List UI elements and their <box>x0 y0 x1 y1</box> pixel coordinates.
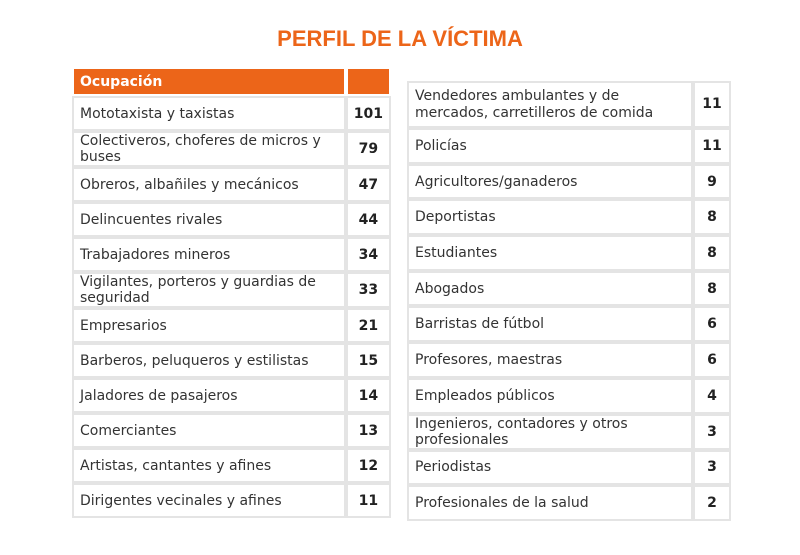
occupation-label: Abogados <box>407 270 693 307</box>
occupation-label: Ingenieros, contadores y otros profesion… <box>407 413 693 450</box>
occupation-label: Agricultores/ganaderos <box>407 163 693 200</box>
table-row: Profesores, maestras 6 <box>407 342 731 378</box>
occupation-label: Trabajadores mineros <box>72 237 346 272</box>
victim-count: 12 <box>345 448 391 483</box>
victim-count: 47 <box>345 167 391 202</box>
table-row: Empresarios 21 <box>72 308 391 343</box>
table-row: Vendedores ambulantes y de mercados, car… <box>407 81 731 128</box>
header-occupation: Ocupación <box>72 67 346 96</box>
page-title: PERFIL DE LA VÍCTIMA <box>277 26 523 51</box>
victim-count: 21 <box>345 308 391 343</box>
occupation-label: Periodistas <box>407 449 693 486</box>
table-row: Barristas de fútbol 6 <box>407 306 731 343</box>
table-row: Comerciantes 13 <box>72 413 391 448</box>
occupation-table-left: Ocupación Mototaxista y taxistas 101 Colec… <box>72 67 391 518</box>
table-row: Dirigentes vecinales y afines 11 <box>72 483 391 518</box>
occupation-label: Deportistas <box>407 199 693 236</box>
victim-count: 2 <box>693 485 731 521</box>
table-row: Delincuentes rivales 44 <box>72 202 391 237</box>
table-row: Trabajadores mineros 34 <box>72 237 391 272</box>
table-row: Periodistas 3 <box>407 449 731 486</box>
victim-count: 6 <box>693 342 731 378</box>
table-row: Colectiveros, choferes de micros y buses… <box>72 131 391 167</box>
occupation-label: Dirigentes vecinales y afines <box>72 483 346 518</box>
victim-count: 3 <box>693 413 731 450</box>
occupation-label: Vigilantes, porteros y guardias de segur… <box>72 272 346 308</box>
victim-count: 33 <box>345 272 391 308</box>
victim-count: 14 <box>345 378 391 413</box>
occupation-label: Artistas, cantantes y afines <box>72 448 346 483</box>
victim-count: 8 <box>693 199 731 236</box>
occupation-label: Policías <box>407 128 693 164</box>
occupation-label: Jaladores de pasajeros <box>72 378 346 413</box>
table-row: Empleados públicos 4 <box>407 377 731 414</box>
table-row: Obreros, albañiles y mecánicos 47 <box>72 167 391 202</box>
table-row: Ingenieros, contadores y otros profesion… <box>407 413 731 450</box>
table-row: Jaladores de pasajeros 14 <box>72 378 391 413</box>
victim-count: 13 <box>345 413 391 448</box>
table-row: Vigilantes, porteros y guardias de segur… <box>72 272 391 308</box>
victim-count: 6 <box>693 306 731 343</box>
table-header: Ocupación <box>72 67 391 96</box>
occupation-label: Mototaxista y taxistas <box>72 96 346 131</box>
occupation-label: Profesores, maestras <box>407 342 693 378</box>
victim-count: 4 <box>693 377 731 414</box>
occupation-label: Barristas de fútbol <box>407 306 693 343</box>
victim-count: 44 <box>345 202 391 237</box>
header-count <box>345 67 391 96</box>
table-row: Abogados 8 <box>407 270 731 307</box>
occupation-label: Obreros, albañiles y mecánicos <box>72 167 346 202</box>
victim-count: 11 <box>693 81 731 128</box>
victim-count: 9 <box>693 163 731 200</box>
occupation-label: Empleados públicos <box>407 377 693 414</box>
occupation-table-right: Vendedores ambulantes y de mercados, car… <box>407 81 731 521</box>
occupation-label: Estudiantes <box>407 235 693 271</box>
occupation-label: Vendedores ambulantes y de mercados, car… <box>407 81 693 128</box>
table-row: Estudiantes 8 <box>407 235 731 271</box>
occupation-label: Comerciantes <box>72 413 346 448</box>
table-row: Agricultores/ganaderos 9 <box>407 163 731 200</box>
occupation-label: Barberos, peluqueros y estilistas <box>72 343 346 378</box>
table-row: Policías 11 <box>407 128 731 164</box>
victim-count: 79 <box>345 131 391 167</box>
table-row: Profesionales de la salud 2 <box>407 485 731 521</box>
victim-count: 15 <box>345 343 391 378</box>
victim-count: 101 <box>345 96 391 131</box>
occupation-label: Profesionales de la salud <box>407 485 693 521</box>
victim-count: 3 <box>693 449 731 486</box>
victim-count: 11 <box>693 128 731 164</box>
occupation-label: Colectiveros, choferes de micros y buses <box>72 131 346 167</box>
victim-count: 8 <box>693 270 731 307</box>
occupation-label: Delincuentes rivales <box>72 202 346 237</box>
victim-count: 11 <box>345 483 391 518</box>
table-row: Mototaxista y taxistas 101 <box>72 96 391 131</box>
occupation-label: Empresarios <box>72 308 346 343</box>
table-row: Artistas, cantantes y afines 12 <box>72 448 391 483</box>
victim-count: 34 <box>345 237 391 272</box>
table-row: Barberos, peluqueros y estilistas 15 <box>72 343 391 378</box>
victim-count: 8 <box>693 235 731 271</box>
table-row: Deportistas 8 <box>407 199 731 236</box>
